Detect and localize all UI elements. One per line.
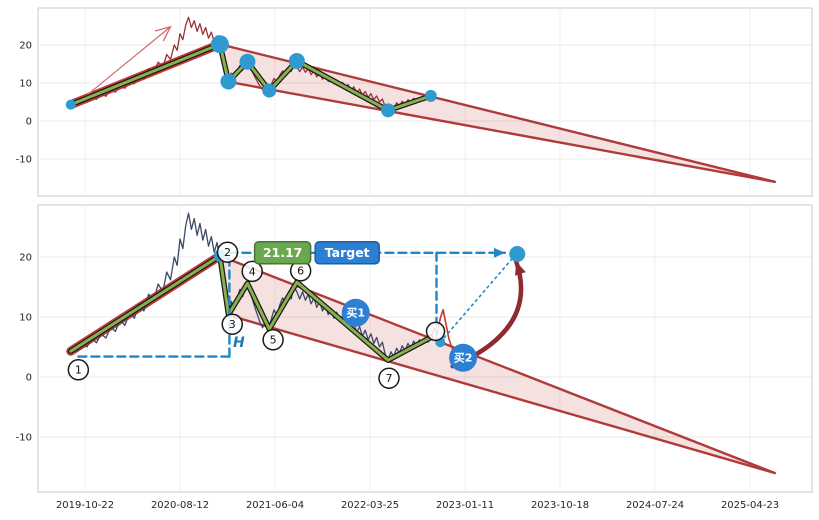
buy2-marker	[449, 343, 478, 372]
x-tick-label: 2024-07-24	[626, 500, 684, 511]
wave-label-6-text: 6	[297, 265, 304, 278]
y-tick-label: 0	[26, 373, 32, 384]
target-badge	[314, 241, 380, 265]
wave-label-7-text: 7	[386, 372, 393, 385]
wave-label-7	[378, 367, 400, 389]
pivot-dot	[288, 52, 305, 69]
pivot-dot	[65, 99, 76, 110]
y-tick-label: -10	[16, 433, 32, 444]
wedge-lower-line	[227, 314, 776, 475]
y-tick-label: 20	[19, 253, 32, 264]
x-tick-label: 2025-04-23	[721, 500, 779, 511]
wave-label-3-text: 3	[229, 318, 236, 331]
pivot-dot	[424, 89, 437, 102]
wave-label-2	[216, 241, 239, 263]
pivot-circle-outline	[425, 321, 446, 342]
wave-label-5	[262, 329, 284, 351]
y-tick-label: 0	[26, 117, 32, 128]
wave-label-4-text: 4	[249, 265, 256, 278]
y-tick-label: 10	[19, 79, 32, 90]
x-tick-label: 2021-06-04	[246, 500, 304, 511]
wave-label-2-text: 2	[224, 246, 231, 259]
target-badge-text: Target	[325, 245, 370, 260]
wedge-lower-line	[227, 80, 776, 184]
wave-label-4	[241, 260, 263, 283]
price-badge-text: 21.17	[263, 245, 303, 260]
zigzag-line	[69, 254, 433, 362]
buy2-marker-text: 买2	[454, 352, 473, 365]
panel-top: 20 10 0 -10	[16, 7, 813, 197]
momentum-arrow	[86, 26, 171, 96]
buy1-marker-text: 买1	[346, 307, 365, 320]
wave-label-5-text: 5	[270, 334, 277, 347]
pivot-dot	[381, 103, 396, 118]
pivot-dot	[239, 53, 256, 70]
wave-label-1-text: 1	[75, 364, 82, 377]
x-tick-label: 2022-03-25	[341, 500, 399, 511]
h-label: H	[233, 335, 245, 351]
target-dashed-arrow-head	[493, 247, 505, 258]
pivot-dot	[220, 73, 237, 90]
projection-dotted	[439, 258, 513, 344]
x-tick-label: 2019-10-22	[56, 500, 114, 511]
pivot-dot	[210, 35, 229, 54]
x-tick-label: 2023-01-11	[436, 500, 494, 511]
wave-label-1	[67, 359, 90, 381]
panel-bottom: 20 10 0 -10 1 2 3 4 5 6 7 21.17 Target H 买1 买2	[16, 204, 813, 493]
pivot-dot	[262, 83, 277, 98]
price-badge	[253, 241, 312, 265]
x-tick-label: 2023-10-18	[531, 500, 589, 511]
y-tick-label: 10	[19, 313, 32, 324]
momentum-arrow-head	[154, 25, 172, 42]
buy1-marker	[341, 298, 370, 327]
buy-curve-arrow-head	[515, 261, 526, 276]
target-dot	[509, 246, 526, 262]
x-tick-label: 2020-08-12	[151, 500, 209, 511]
y-tick-label: 20	[19, 41, 32, 52]
y-tick-label: -10	[16, 155, 32, 166]
wave-label-3	[221, 313, 243, 335]
